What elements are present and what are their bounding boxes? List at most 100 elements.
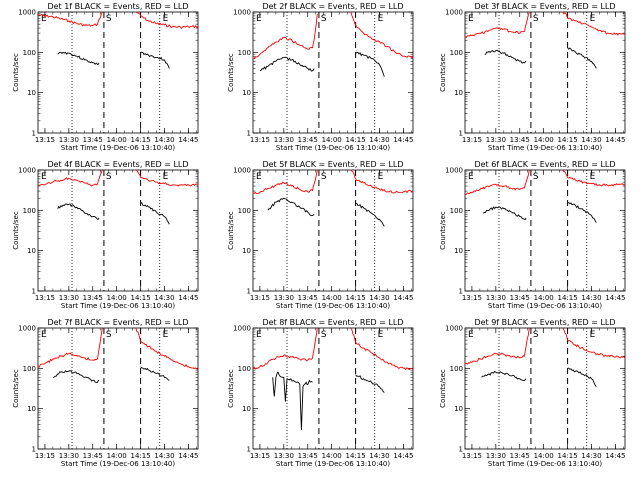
panel-title: Det 7f BLACK = Events, RED = LLD [47, 318, 188, 327]
x-tick-label: 13:45 [298, 136, 318, 144]
x-tick-label: 13:30 [486, 452, 506, 460]
x-tick-label: 13:15 [462, 136, 482, 144]
plot-frame [252, 327, 414, 450]
events-series-line [567, 47, 597, 69]
y-tick-label: 1000 [233, 325, 251, 333]
saa-marker: S [321, 330, 327, 340]
x-tick-label: 14:45 [393, 452, 413, 460]
plot-frame [252, 11, 414, 134]
events-series-line [57, 203, 100, 220]
x-tick-label: 13:45 [83, 294, 103, 302]
y-tick-label: 1 [32, 446, 36, 454]
detector-panel: Det 7f BLACK = Events, RED = LLD 1 10 100 10… [12, 318, 199, 468]
events-series-line [140, 366, 170, 381]
x-tick-label: 14:15 [557, 294, 577, 302]
y-axis-label: Counts/sec [12, 211, 20, 250]
detector-panel: Det 8f BLACK = Events, RED = LLD 1 10 100 10… [227, 318, 414, 468]
x-tick-label: 14:00 [107, 452, 127, 460]
y-tick-label: 1000 [233, 167, 251, 175]
x-tick-label: 14:45 [393, 136, 413, 144]
lld-series-line [350, 11, 414, 59]
x-tick-label: 14:15 [130, 136, 150, 144]
events-series-line [567, 201, 597, 223]
eclipse-start-marker: E [468, 14, 474, 24]
x-axis-label: Start Time (19-Dec-06 13:10:40) [488, 460, 602, 468]
y-tick-label: 1 [459, 288, 463, 296]
x-tick-label: 13:45 [510, 452, 530, 460]
y-tick-label: 100 [450, 365, 463, 373]
x-tick-label: 14:15 [557, 136, 577, 144]
x-axis-label: Start Time (19-Dec-06 13:10:40) [61, 302, 175, 310]
x-axis-label: Start Time (19-Dec-06 13:10:40) [61, 460, 175, 468]
y-tick-label: 10 [454, 89, 463, 97]
plot-frame [464, 327, 626, 450]
detector-panel: Det 3f BLACK = Events, RED = LLD 1 10 100 10… [439, 2, 626, 152]
events-series-line [57, 51, 100, 66]
x-tick-label: 14:15 [557, 452, 577, 460]
y-axis-label: Counts/sec [439, 53, 447, 92]
events-series-line [140, 202, 170, 225]
x-tick-label: 13:15 [250, 136, 270, 144]
saa-marker: S [321, 172, 327, 182]
events-series-line [52, 369, 100, 383]
eclipse-end-marker: E [163, 14, 169, 24]
panel-title: Det 4f BLACK = Events, RED = LLD [47, 160, 188, 169]
x-tick-label: 13:15 [35, 294, 55, 302]
y-tick-label: 100 [450, 49, 463, 57]
saa-marker: S [106, 172, 112, 182]
panel-title: Det 2f BLACK = Events, RED = LLD [262, 2, 403, 11]
events-series-line [482, 206, 527, 221]
panel-title: Det 1f BLACK = Events, RED = LLD [47, 2, 188, 11]
events-series-line [481, 370, 527, 382]
y-axis-label: Counts/sec [12, 53, 20, 92]
x-tick-label: 14:15 [130, 294, 150, 302]
x-tick-label: 13:15 [35, 452, 55, 460]
detector-panel: Det 1f BLACK = Events, RED = LLD 1 10 100 10… [12, 2, 199, 152]
detector-panel: Det 9f BLACK = Events, RED = LLD 1 10 100 10… [439, 318, 626, 468]
x-tick-label: 14:30 [581, 136, 601, 144]
eclipse-end-marker: E [590, 14, 596, 24]
lld-series-line [135, 11, 199, 29]
x-tick-label: 14:30 [154, 294, 174, 302]
eclipse-start-marker: E [468, 172, 474, 182]
plot-frame [37, 169, 199, 292]
x-tick-label: 13:30 [274, 136, 294, 144]
events-series-line [140, 51, 170, 69]
y-tick-label: 10 [27, 405, 36, 413]
x-tick-label: 14:45 [178, 136, 198, 144]
detector-panel: Det 4f BLACK = Events, RED = LLD 1 10 100 10… [12, 160, 199, 310]
detector-panel: Det 2f BLACK = Events, RED = LLD 1 10 100 10… [227, 2, 414, 152]
y-tick-label: 1000 [18, 325, 36, 333]
x-tick-label: 14:30 [369, 452, 389, 460]
x-tick-label: 13:45 [83, 452, 103, 460]
eclipse-start-marker: E [256, 14, 262, 24]
lld-series-line [252, 169, 318, 195]
y-tick-label: 100 [238, 365, 251, 373]
x-tick-label: 14:00 [107, 136, 127, 144]
y-tick-label: 1 [459, 446, 463, 454]
x-tick-label: 14:15 [345, 452, 365, 460]
y-tick-label: 10 [27, 89, 36, 97]
y-tick-label: 100 [238, 207, 251, 215]
x-tick-label: 14:30 [369, 136, 389, 144]
saa-marker: S [321, 14, 327, 24]
x-tick-label: 14:00 [534, 294, 554, 302]
eclipse-end-marker: E [378, 172, 384, 182]
plot-frame [37, 327, 199, 450]
lld-series-line [464, 327, 530, 365]
y-tick-label: 1000 [445, 167, 463, 175]
lld-series-line [464, 11, 530, 38]
x-axis-label: Start Time (19-Dec-06 13:10:40) [488, 144, 602, 152]
x-tick-label: 13:15 [250, 294, 270, 302]
x-tick-label: 13:15 [462, 294, 482, 302]
lld-series-line [37, 11, 103, 27]
eclipse-end-marker: E [378, 330, 384, 340]
plot-frame [37, 11, 199, 134]
x-tick-label: 13:30 [486, 136, 506, 144]
y-tick-label: 1 [32, 288, 36, 296]
y-tick-label: 100 [23, 49, 36, 57]
x-axis-label: Start Time (19-Dec-06 13:10:40) [276, 144, 390, 152]
events-series-line [355, 374, 385, 393]
x-tick-label: 14:30 [581, 452, 601, 460]
y-tick-label: 10 [242, 247, 251, 255]
